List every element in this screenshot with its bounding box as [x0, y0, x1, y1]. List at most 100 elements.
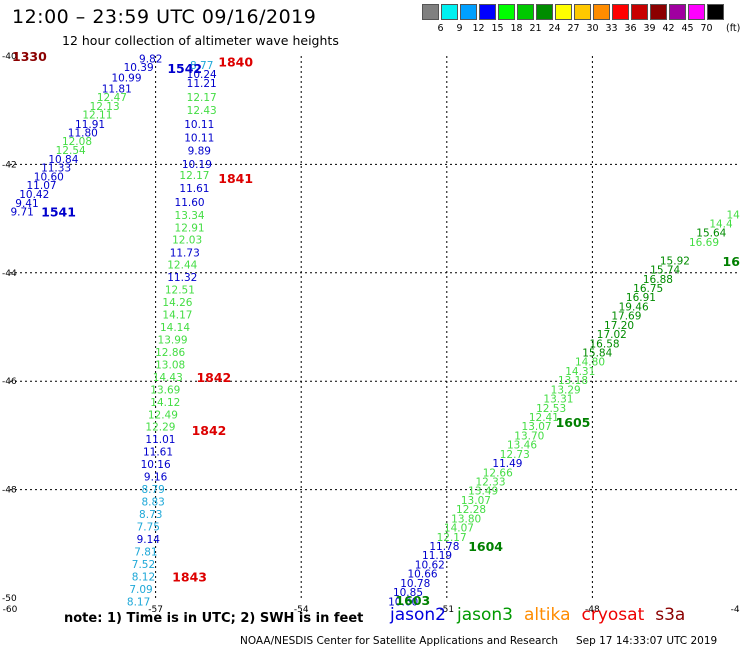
wave-height-value: 13.69: [150, 384, 180, 396]
wave-height-value: 10.99: [111, 73, 141, 85]
wave-height-value: 11.60: [175, 197, 205, 209]
legend-swatch: [707, 4, 724, 20]
wave-height-value: 11.73: [170, 248, 200, 260]
legend-swatch: [612, 4, 629, 20]
wave-height-value: 17.69: [611, 311, 641, 323]
wave-height-value: 8.83: [141, 497, 164, 509]
legend-swatch: [460, 4, 477, 20]
wave-height-value: 15.84: [582, 347, 612, 359]
pass-time-label: 1841: [218, 171, 253, 186]
wave-height-value: 10.78: [400, 578, 430, 590]
wave-height-value: 13.80: [451, 513, 481, 525]
wave-height-value: 8.12: [132, 571, 155, 583]
wave-height-value: 12.29: [145, 422, 175, 434]
footer-credit: NOAA/NESDIS Center for Satellite Applica…: [240, 635, 717, 647]
wave-height-value: 9.89: [188, 145, 211, 157]
wave-height-value: 15.92: [660, 255, 690, 267]
pass-time-label: 1605: [556, 415, 591, 430]
satellite-cryosat: cryosat: [581, 605, 645, 625]
wave-height-value: 11.91: [75, 119, 105, 131]
legend-label: 30: [586, 23, 599, 34]
wave-height-value: 14.43: [153, 372, 183, 384]
latitude-label: -40: [2, 52, 17, 62]
wave-height-value: 12.33: [475, 476, 505, 488]
wave-height-value: 12.86: [155, 347, 185, 359]
wave-height-value: 10.42: [19, 189, 49, 201]
wave-height-value: 10.62: [415, 559, 445, 571]
pass-time-label: 1842: [192, 423, 227, 438]
legend-swatch: [669, 4, 686, 20]
longitude-label: -60: [3, 605, 18, 615]
longitude-label: -57: [148, 605, 163, 615]
wave-height-value: 12.66: [483, 467, 513, 479]
wave-height-value: 11.07: [27, 180, 57, 192]
pass-time-label: 160: [723, 254, 740, 269]
wave-height-value: 12.17: [437, 532, 467, 544]
wave-height-value: 10.24: [187, 69, 217, 81]
wave-height-value: 17.02: [597, 329, 627, 341]
wave-height-value: 11.81: [102, 84, 132, 96]
longitude-label: -51: [439, 605, 454, 615]
legend-swatch: [479, 4, 496, 20]
wave-height-value: 13.49: [468, 486, 498, 498]
wave-height-value: 12.13: [90, 101, 120, 113]
legend-label: 33: [605, 23, 618, 34]
wave-height-value: 15.64: [696, 228, 726, 240]
wave-height-value: 14.31: [565, 366, 595, 378]
wave-height-value: 13.07: [461, 495, 491, 507]
wave-height-value: 11.78: [429, 541, 459, 553]
legend-swatch: [422, 4, 439, 20]
wave-height-value: 10.60: [34, 171, 64, 183]
wave-height-value: 14.80: [575, 357, 605, 369]
wave-height-value: 12.91: [175, 222, 205, 234]
wave-height-value: 12.11: [82, 110, 112, 122]
map-axis-labels: -60 -57 -54 -51 -48 -45 -40 -42 -44 -46 -48 -50: [2, 52, 740, 615]
wave-height-value: 12.51: [165, 285, 195, 297]
wave-height-value: 10.39: [124, 62, 154, 74]
wave-height-value: 11.01: [145, 434, 175, 446]
latitude-label: -44: [2, 269, 17, 279]
legend-swatch: [688, 4, 705, 20]
wave-height-observations: 9.359.8210.3910.9911.8112.4712.1312.1111…: [10, 54, 740, 609]
legend-unit: (ft): [726, 23, 740, 34]
wave-height-value: 12.28: [456, 504, 486, 516]
legend-label: 39: [643, 23, 656, 34]
latitude-label: -48: [2, 486, 17, 496]
wave-height-value: 13.70: [514, 430, 544, 442]
wave-height-value: 16.58: [590, 338, 620, 350]
wave-height-value: 19.46: [619, 301, 649, 313]
wave-height-value: 12.44: [167, 260, 197, 272]
legend-swatch: [555, 4, 572, 20]
latitude-label: -42: [2, 160, 17, 170]
legend-label: 9: [456, 23, 463, 34]
wave-height-value: 9.82: [139, 54, 162, 66]
page-title: 12:00 – 23:59 UTC 09/16/2019: [12, 6, 317, 28]
wave-height-value: 14.26: [162, 297, 192, 309]
wave-height-value: 11.33: [41, 163, 71, 175]
wave-height-value: 12.73: [500, 449, 530, 461]
legend-label: 24: [548, 23, 561, 34]
latitude-label: -46: [2, 377, 17, 387]
pass-time-label: 1541: [41, 205, 76, 220]
wave-height-value: 13.34: [175, 210, 205, 222]
legend-label: 21: [529, 23, 542, 34]
map-grid: [10, 56, 738, 598]
wave-height-value: 10.16: [141, 459, 171, 471]
wave-height-value: 12.03: [172, 235, 202, 247]
pass-time-label: 1843: [172, 569, 207, 584]
legend-label: 15: [491, 23, 504, 34]
satellite-s3a: s3a: [655, 605, 686, 625]
wave-height-value: 11.49: [492, 458, 522, 470]
wave-height-value: 11.19: [422, 550, 452, 562]
longitude-label: -45: [731, 605, 740, 615]
wave-height-value: 7.09: [129, 584, 152, 596]
wave-height-value: 16.75: [633, 283, 663, 295]
wave-height-value: 13.07: [522, 421, 552, 433]
wave-height-value: 9.14: [137, 534, 161, 546]
legend-label: 36: [624, 23, 637, 34]
latitude-label: -50: [2, 594, 17, 604]
wave-height-value: 10.11: [184, 119, 214, 131]
legend-label: 45: [681, 23, 694, 34]
wave-height-value: 9.16: [144, 472, 168, 484]
satellite-pass-times: 1330 1542 1840 1541 1841 1842 1842 1843 1605 1604…: [12, 49, 740, 608]
